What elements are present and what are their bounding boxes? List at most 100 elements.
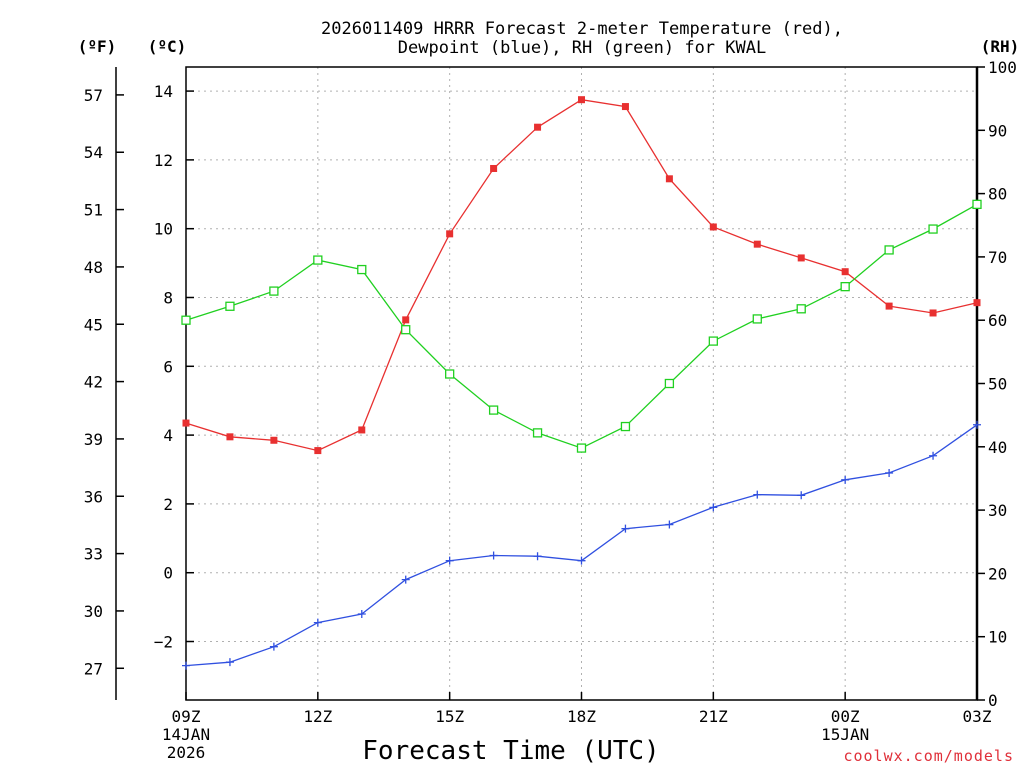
celsius-tick-label: 8 [163, 288, 173, 307]
temperature-point [358, 426, 366, 434]
temperature-point [534, 123, 542, 131]
rh-tick-label: 10 [988, 628, 1007, 647]
fahrenheit-tick-label: 57 [84, 86, 103, 105]
celsius-tick-label: −2 [154, 633, 173, 652]
rh-tick-label: 100 [988, 58, 1017, 77]
rh-point [664, 378, 675, 389]
celsius-tick-label: 6 [163, 357, 173, 376]
dewpoint-point [929, 451, 938, 460]
dewpoint-point [401, 575, 410, 584]
temperature-point [182, 419, 190, 427]
dewpoint-point [665, 520, 674, 529]
temperature-point [402, 316, 410, 324]
rh-point [181, 315, 191, 325]
temperature-point [270, 436, 278, 444]
temperature-point [753, 240, 761, 248]
celsius-tick-label: 2 [163, 495, 173, 514]
fahrenheit-tick-label: 39 [84, 430, 103, 449]
rh-point [884, 245, 894, 255]
dewpoint-point [709, 503, 718, 512]
rh-point [357, 264, 367, 275]
rh-point [752, 314, 762, 324]
x-tick-label: 18Z [567, 707, 596, 726]
temperature-point [797, 254, 805, 262]
rh-point [313, 255, 323, 265]
gridlines [186, 67, 977, 700]
dewpoint-point [841, 475, 850, 484]
rh-point [532, 428, 543, 438]
dewpoint-point [753, 490, 762, 499]
dewpoint-point [489, 551, 498, 560]
fahrenheit-tick-label: 51 [84, 201, 103, 220]
rh-point [488, 405, 499, 415]
rh-point [445, 369, 455, 379]
rh-tick-label: 0 [988, 691, 998, 710]
celsius-tick-label: 14 [154, 82, 173, 101]
temperature-point [446, 230, 454, 238]
rh-axis: 0 10 20 30 40 50 60 70 80 90 100 [977, 58, 1017, 710]
x-tick-label: 15Z [435, 707, 464, 726]
rh-tick-label: 50 [988, 375, 1007, 394]
rh-point [796, 304, 806, 314]
dewpoint-point [797, 491, 806, 500]
rh-point [225, 301, 235, 311]
credit-text: coolwx.com/models [843, 747, 1014, 765]
temperature-point [841, 268, 849, 276]
temperature-point [885, 302, 893, 310]
rh-point [576, 443, 587, 453]
dewpoint-point [973, 420, 981, 429]
rh-point [401, 325, 411, 335]
rh-point [972, 199, 982, 210]
dewpoint-point [313, 618, 322, 627]
rh-tick-label: 30 [988, 501, 1007, 520]
celsius-tick-label: 4 [163, 426, 173, 445]
celsius-tick-label: 0 [163, 564, 173, 583]
celsius-axis-label: (ºC) [148, 37, 187, 56]
chart-title-line1: 2026011409 HRRR Forecast 2-meter Tempera… [321, 19, 843, 39]
rh-axis-label: (RH) [981, 37, 1020, 56]
temperature-point [709, 223, 717, 231]
temperature-point [621, 103, 629, 111]
x-axis-title: Forecast Time (UTC) [362, 736, 659, 766]
fahrenheit-tick-label: 36 [84, 487, 103, 506]
rh-tick-label: 20 [988, 564, 1007, 583]
dewpoint-point [269, 642, 278, 651]
temperature-point [665, 175, 673, 183]
x-tick-label: 03Z [963, 707, 992, 726]
x-tick-label: 09Z [172, 707, 201, 726]
rh-point [928, 224, 938, 234]
dewpoint-point [621, 524, 630, 533]
fahrenheit-axis-label: (ºF) [78, 37, 117, 56]
chart-title-line2: Dewpoint (blue), RH (green) for KWAL [398, 38, 766, 58]
rh-tick-label: 80 [988, 185, 1007, 204]
celsius-axis: −2 0 2 4 6 8 10 12 14 [154, 82, 194, 652]
temperature-point [226, 433, 234, 441]
rh-tick-label: 90 [988, 121, 1007, 140]
rh-point [620, 421, 631, 432]
dewpoint-point [533, 552, 542, 561]
dewpoint-point [225, 658, 234, 667]
plot-frame [185, 66, 978, 701]
rh-point [708, 336, 718, 346]
dewpoint-point [182, 661, 190, 670]
dewpoint-line [185, 424, 978, 667]
series-layer [181, 96, 982, 670]
fahrenheit-tick-label: 33 [84, 545, 103, 564]
x-tick-date-label: 15JAN [821, 725, 869, 744]
rh-point [269, 286, 279, 296]
x-tick-year-label: 2026 [167, 743, 206, 762]
temperature-point [490, 164, 498, 172]
dewpoint-point [357, 609, 366, 618]
fahrenheit-tick-label: 42 [84, 373, 103, 392]
x-tick-date-label: 14JAN [162, 725, 210, 744]
rh-tick-label: 40 [988, 438, 1007, 457]
fahrenheit-tick-label: 54 [84, 143, 103, 162]
rh-tick-label: 60 [988, 311, 1007, 330]
rh-point [840, 282, 850, 292]
x-tick-label: 12Z [303, 707, 332, 726]
rh-tick-label: 70 [988, 248, 1007, 267]
celsius-tick-label: 12 [154, 151, 173, 170]
fahrenheit-axis: 27 30 33 36 39 42 45 48 51 54 57 [84, 86, 124, 678]
